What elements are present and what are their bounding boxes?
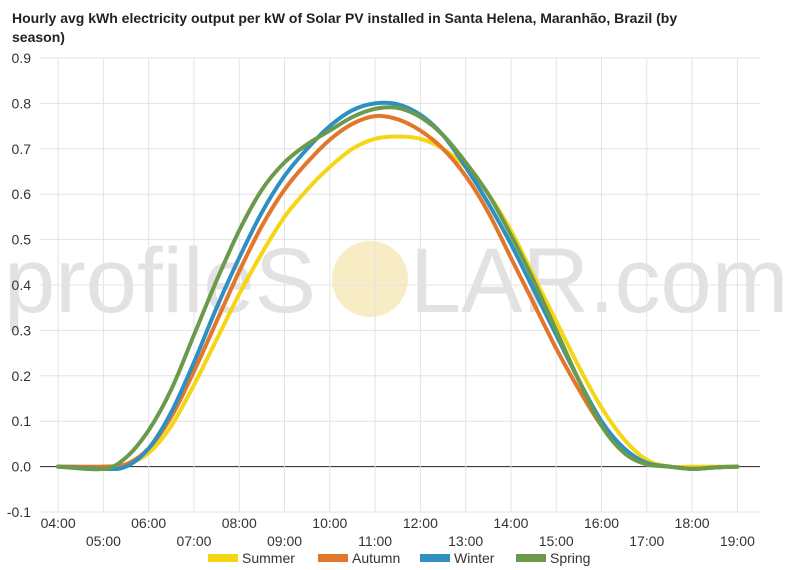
y-tick-label: 0.9: [12, 50, 32, 66]
legend-swatch-spring: [516, 554, 546, 562]
x-tick-label: 16:00: [584, 515, 619, 531]
y-tick-label: -0.1: [7, 504, 31, 520]
y-tick-label: 0.0: [12, 459, 32, 475]
x-tick-label: 18:00: [675, 515, 710, 531]
chart-title: Hourly avg kWh electricity output per kW…: [12, 10, 678, 45]
series-line-winter: [56, 100, 740, 472]
y-tick-label: 0.2: [12, 368, 32, 384]
x-tick-label: 07:00: [176, 533, 211, 549]
legend-swatch-summer: [208, 554, 238, 562]
y-tick-label: 0.1: [12, 413, 32, 429]
legend-label-autumn: Autumn: [352, 550, 400, 566]
x-tick-label: 04:00: [41, 515, 76, 531]
x-tick-label: 17:00: [629, 533, 664, 549]
x-tick-label: 12:00: [403, 515, 438, 531]
y-tick-label: 0.7: [12, 141, 32, 157]
x-tick-label: 08:00: [222, 515, 257, 531]
x-tick-label: 15:00: [539, 533, 574, 549]
y-tick-label: 0.6: [12, 186, 32, 202]
legend-label-winter: Winter: [454, 550, 495, 566]
x-tick-label: 09:00: [267, 533, 302, 549]
watermark-text-left: profileS: [4, 230, 316, 332]
x-tick-label: 10:00: [312, 515, 347, 531]
legend-swatch-autumn: [318, 554, 348, 562]
x-tick-label: 19:00: [720, 533, 755, 549]
legend-swatch-winter: [420, 554, 450, 562]
x-tick-label: 13:00: [448, 533, 483, 549]
x-tick-label: 05:00: [86, 533, 121, 549]
legend-label-summer: Summer: [242, 550, 295, 566]
y-tick-label: 0.5: [12, 232, 32, 248]
legend-label-spring: Spring: [550, 550, 590, 566]
y-tick-label: 0.4: [12, 277, 32, 293]
watermark-text-right: LAR.com: [410, 230, 788, 332]
series-line-spring: [56, 105, 740, 472]
x-tick-label: 11:00: [358, 533, 392, 549]
watermark-sun-logo: [332, 241, 408, 317]
series-line-summer: [56, 134, 740, 470]
y-tick-label: 0.8: [12, 95, 32, 111]
y-tick-label: 0.3: [12, 322, 32, 338]
x-tick-label: 14:00: [493, 515, 528, 531]
x-tick-label: 06:00: [131, 515, 166, 531]
